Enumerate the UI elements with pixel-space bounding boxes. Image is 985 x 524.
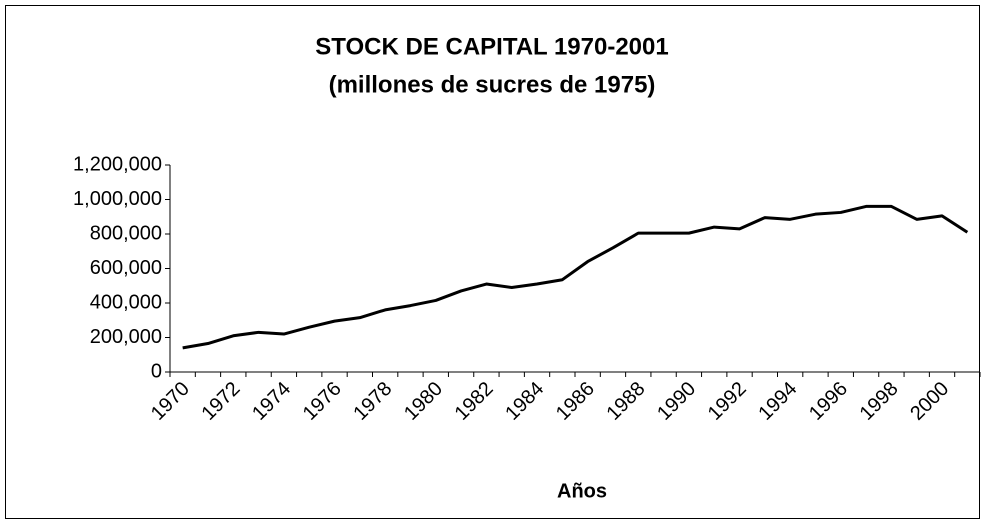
y-tick-label: 600,000 [90,257,162,279]
chart-subtitle: (millones de sucres de 1975) [329,71,656,98]
y-tick-label: 400,000 [90,291,162,313]
x-axis-title: Años [557,480,607,502]
y-tick-label: 1,200,000 [73,153,162,175]
y-tick-label: 0 [151,360,162,382]
y-tick-label: 800,000 [90,222,162,244]
y-tick-label: 200,000 [90,326,162,348]
chart-border [5,5,980,519]
y-tick-label: 1,000,000 [73,188,162,210]
line-series [182,204,969,350]
chart-title: STOCK DE CAPITAL 1970-2001 [315,33,668,60]
